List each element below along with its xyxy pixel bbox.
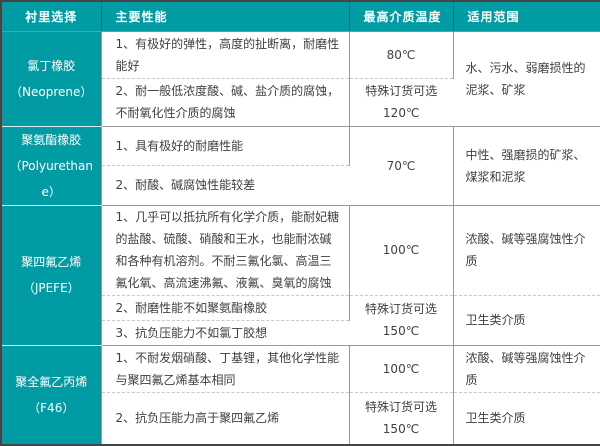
- lining-name: 聚四氟乙烯: [21, 255, 82, 269]
- column-header-temperature: 最高介质温度: [349, 1, 454, 32]
- range-cell: 浓酸、碱等强腐蚀性介质: [453, 345, 600, 393]
- range-cell: 中性、强磨损的矿浆、煤浆和泥浆: [453, 126, 600, 206]
- table-row: 聚氨酯橡胶 （Polyurethane） 1、具有极好的耐磨性能 70℃ 中性、…: [1, 126, 600, 206]
- lining-name: 聚氨酯橡胶: [21, 132, 82, 147]
- lining-alias: （JPEFE）: [22, 281, 80, 295]
- range-cell: 卫生类介质: [453, 295, 600, 346]
- header-row: 衬里选择 主要性能 最高介质温度 适用范围: [1, 1, 600, 32]
- range-cell: 浓酸、碱等强腐蚀性介质: [453, 205, 600, 296]
- table-row: 2、耐酸、碱腐蚀性能较差: [1, 165, 600, 206]
- performance-cell: 3、抗负压能力不如氯丁胶想: [101, 320, 349, 346]
- temperature-cell: 特殊订货可选 150℃: [349, 392, 454, 445]
- table-row: 氯丁橡胶 （Neoprene） 1、有极好的弹性，高度的扯断离，耐磨性能好 80…: [1, 31, 600, 127]
- lining-cell-neoprene: 氯丁橡胶 （Neoprene）: [1, 31, 102, 127]
- lining-cell-jpefe: 聚四氟乙烯 （JPEFE）: [1, 205, 102, 346]
- lining-cell-polyurethane: 聚氨酯橡胶 （Polyurethane）: [1, 126, 102, 206]
- range-cell: 水、污水、弱磨损性的泥浆、矿浆: [453, 31, 600, 127]
- performance-cell: 1、具有极好的耐磨性能: [101, 126, 350, 166]
- performance-cell: 2、耐酸、碱腐蚀性能较差: [101, 165, 349, 206]
- temperature-cell: 特殊订货可选 120℃: [349, 78, 453, 127]
- table-row: 聚全氟乙丙烯 （F46） 1、不耐发烟硝酸、丁基锂，其他化学性能与聚四氟乙烯基本…: [1, 345, 600, 445]
- performance-cell: 2、耐一般低浓度酸、碱、盐介质的腐蚀，不耐氧化性介质的腐蚀: [101, 78, 350, 127]
- column-header-performance: 主要性能: [101, 1, 350, 32]
- performance-cell: 2、耐磨性能不如聚氨酯橡胶: [101, 295, 350, 321]
- table-row: 2、耐磨性能不如聚氨酯橡胶 特殊订货可选 150℃ 卫生类介质: [1, 295, 600, 346]
- lining-name: 氯丁橡胶: [27, 58, 76, 73]
- range-cell: 卫生类介质: [465, 411, 526, 426]
- temperature-cell: 70℃: [349, 126, 454, 206]
- temperature-cell: 100℃: [349, 345, 454, 393]
- table-row: 聚四氟乙烯 （JPEFE） 1、几乎可以抵抗所有化学介质，能耐妃糖的盐酸、硫酸、…: [1, 205, 600, 346]
- performance-cell: 2、抗负压能力高于聚四氟乙烯: [101, 392, 350, 445]
- performance-cell: 1、不耐发烟硝酸、丁基锂，其他化学性能与聚四氟乙烯基本相同: [101, 345, 350, 393]
- temperature-cell: 特殊订货可选 150℃: [349, 295, 454, 346]
- column-header-lining: 衬里选择: [1, 1, 102, 32]
- column-header-range: 适用范围: [453, 1, 600, 32]
- lining-alias: （F46）: [28, 400, 75, 415]
- lining-alias: （Polyurethane）: [9, 158, 93, 199]
- temperature-cell: 80℃: [349, 31, 454, 79]
- lining-name: 聚全氟乙丙烯: [15, 374, 88, 389]
- lining-cell-f46: 聚全氟乙丙烯 （F46）: [1, 345, 102, 445]
- performance-cell: 1、几乎可以抵抗所有化学介质，能耐妃糖的盐酸、硫酸、硝酸和王水，也能耐浓碱和各种…: [101, 205, 350, 296]
- lining-alias: （Neoprene）: [10, 84, 93, 99]
- table-row: 2、耐一般低浓度酸、碱、盐介质的腐蚀，不耐氧化性介质的腐蚀 特殊订货可选 120…: [1, 78, 600, 127]
- table-row: 3、抗负压能力不如氯丁胶想: [1, 320, 600, 346]
- temperature-cell: 100℃: [349, 205, 454, 296]
- performance-cell: 1、有极好的弹性，高度的扯断离，耐磨性能好: [101, 31, 350, 79]
